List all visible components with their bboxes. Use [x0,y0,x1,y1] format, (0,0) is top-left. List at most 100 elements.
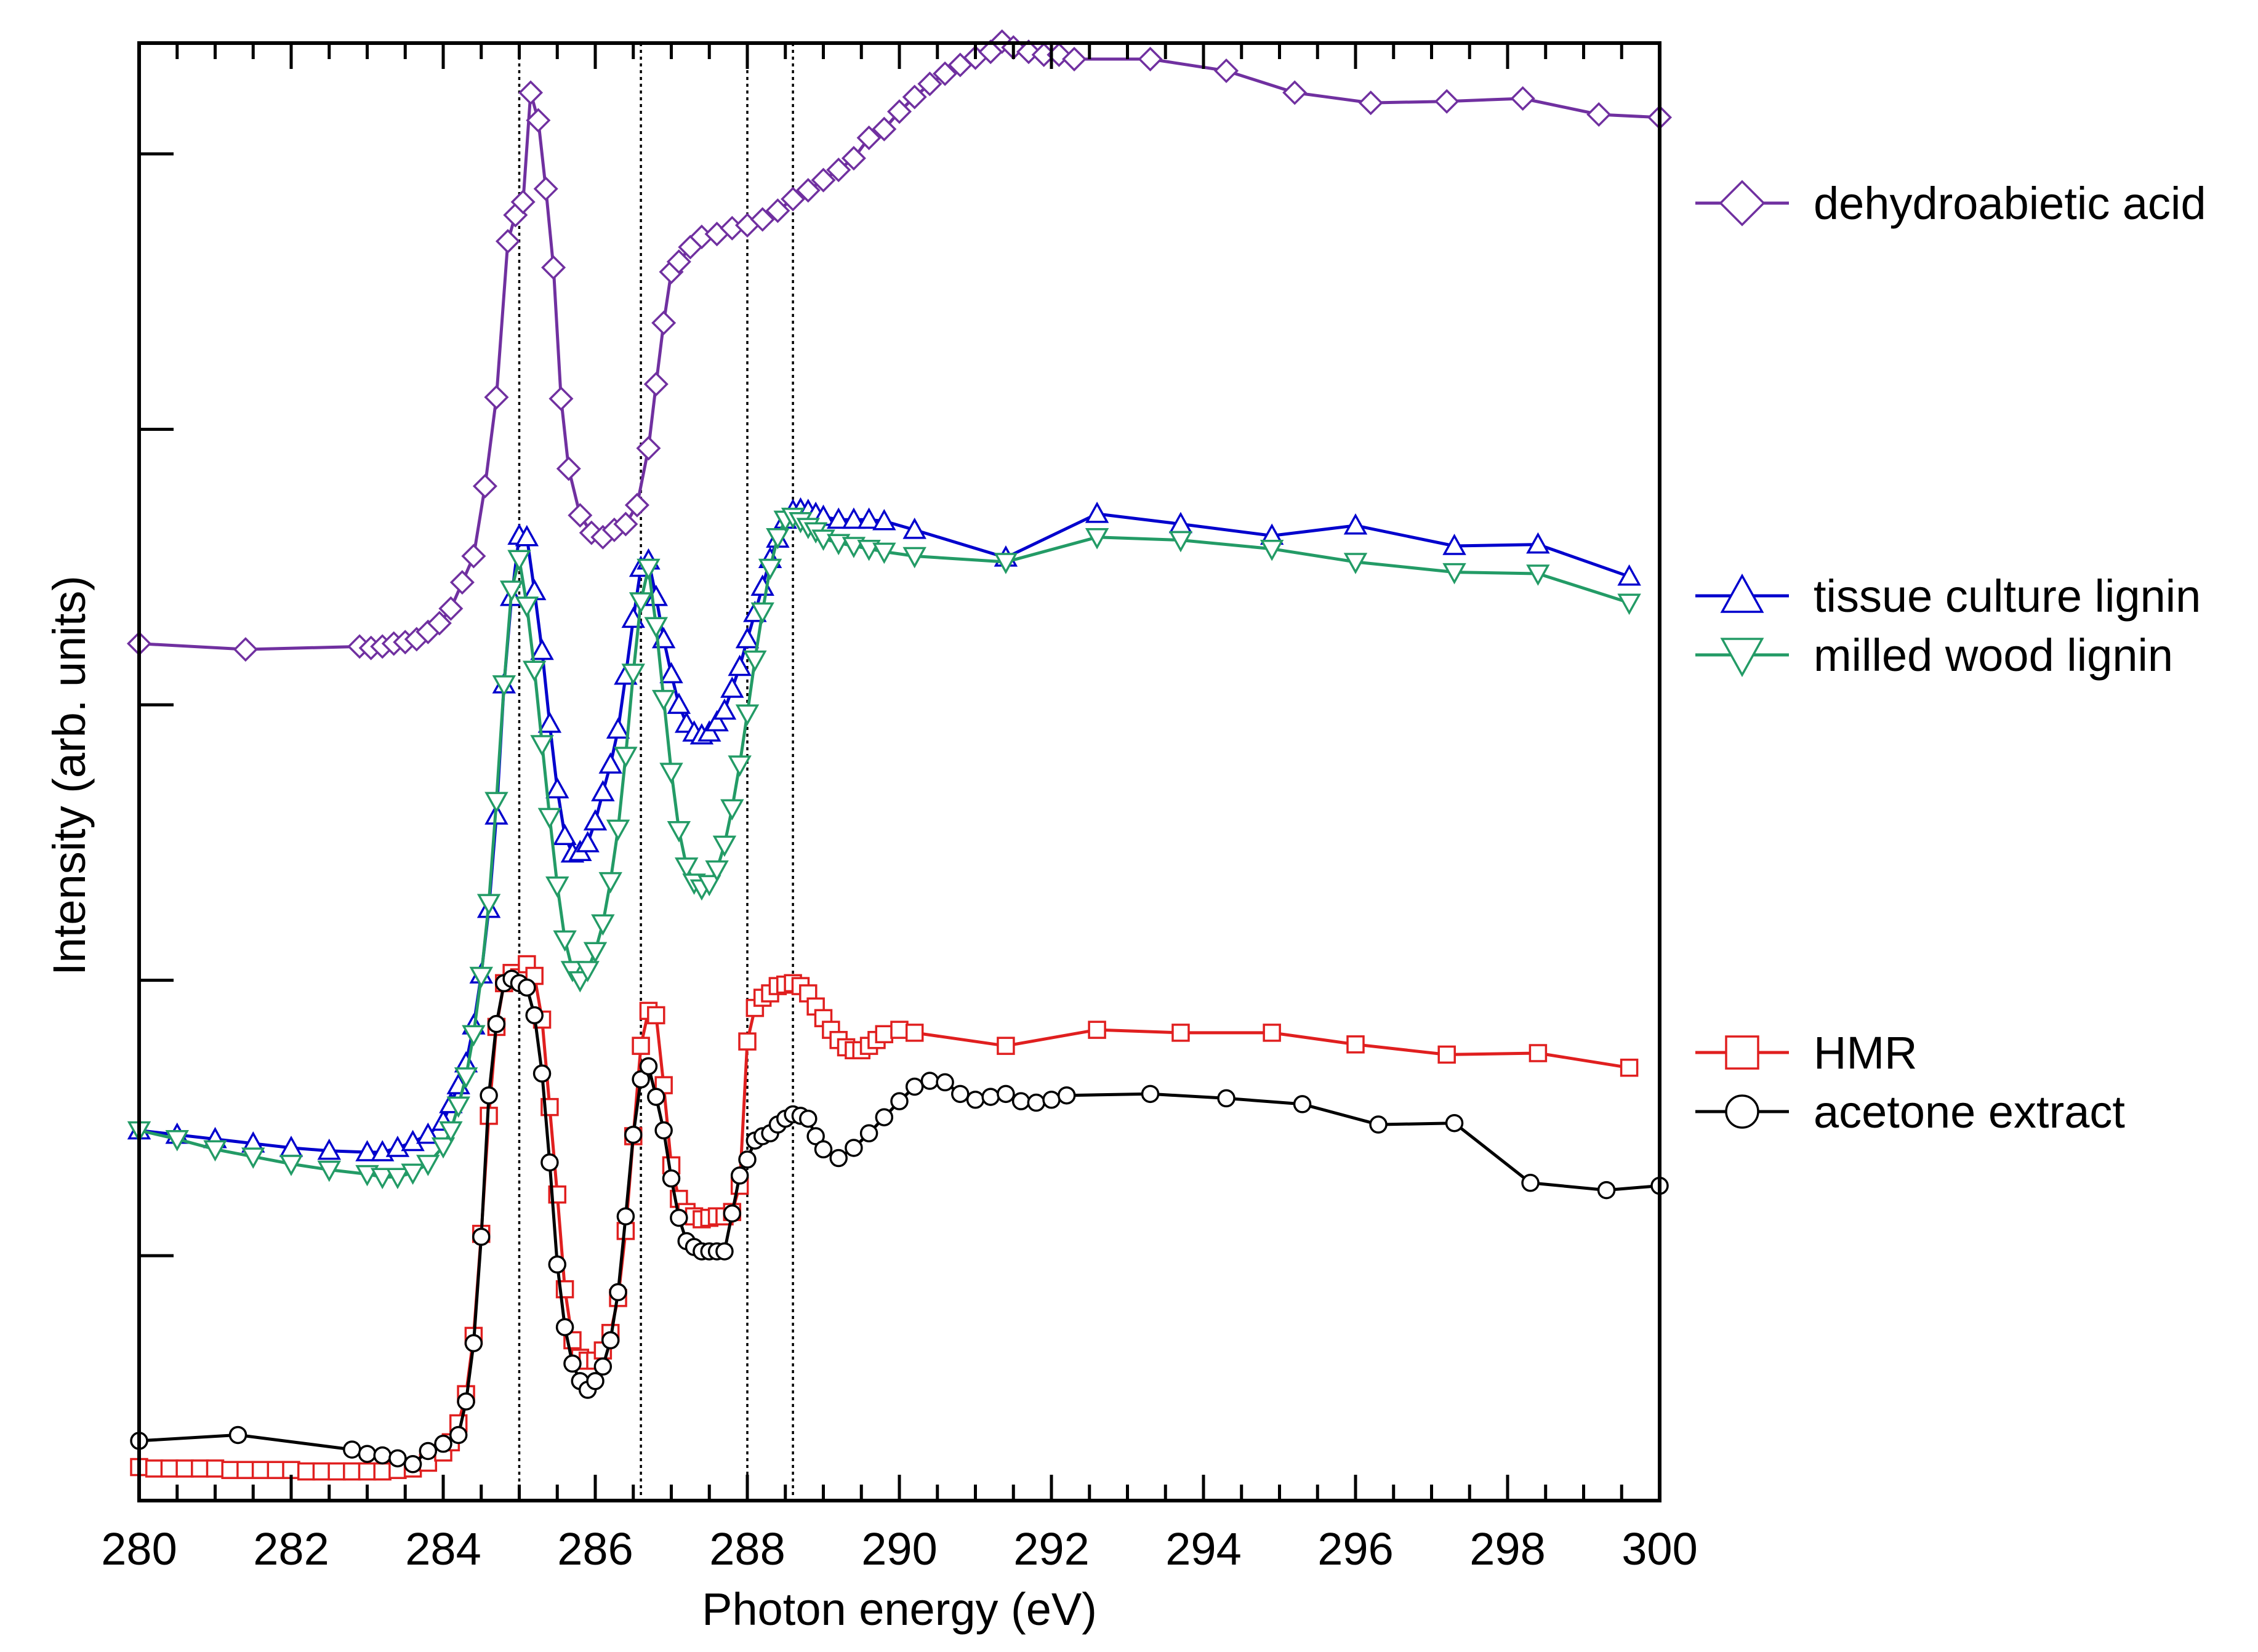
data-point [1620,1058,1639,1077]
data-point [697,720,721,742]
data-point [583,942,608,964]
data-point [518,80,544,105]
data-point [1027,1093,1046,1112]
data-point [1138,47,1163,72]
data-point [533,176,558,201]
data-point [385,1136,410,1157]
data-point [659,662,683,684]
data-point [811,167,836,193]
data-point [720,676,744,698]
data-point [484,792,508,814]
data-point [449,1425,468,1445]
data-point [545,876,569,898]
data-point [933,61,958,86]
data-point [632,1037,650,1055]
data-point [806,1127,825,1145]
data-point [1214,58,1239,84]
legend-item: tissue culture lignin [1695,571,2201,622]
data-point [1168,531,1193,553]
data-point [593,1357,613,1376]
data-point [667,820,691,843]
data-point [439,1121,463,1143]
data-point [507,550,531,572]
data-point [799,1109,818,1128]
data-point [1521,1174,1540,1192]
data-point [160,1459,179,1478]
x-tick-label: 290 [861,1523,937,1574]
x-tick-label: 280 [101,1523,177,1574]
legend-marker [1720,573,1764,613]
data-point [1260,539,1284,561]
data-point [902,518,926,539]
data-point [556,456,581,481]
data-point [327,1462,346,1481]
series-dehydroabietic-acid [126,29,1673,662]
data-point [472,1227,491,1246]
data-point [659,763,683,784]
data-point [637,558,661,580]
data-point [469,966,493,988]
data-point [553,930,577,952]
data-point [872,508,896,531]
data-point [457,1392,475,1411]
data-point [553,824,577,845]
data-point [728,755,752,777]
data-point [670,1208,688,1227]
data-point [431,1137,456,1159]
data-point [614,747,638,768]
data-point [636,436,661,461]
data-point [401,1163,425,1185]
data-point [629,592,653,614]
data-point [145,1459,164,1478]
data-point [317,1138,341,1160]
data-point [510,190,536,215]
data-point [555,1318,574,1336]
data-point [522,579,547,601]
data-point [951,1085,970,1104]
legend-item: milled wood lignin [1695,630,2173,681]
data-point [712,698,737,720]
data-point [583,809,608,831]
x-tick-label: 294 [1165,1523,1241,1574]
legend: dehydroabietic acid tissue culture lignin… [1695,178,2206,1137]
data-point [616,1207,635,1225]
data-point [526,108,551,133]
data-point [499,580,524,602]
data-point [875,1108,894,1126]
data-point [643,372,669,397]
data-point [484,385,509,410]
data-point [548,1255,566,1274]
data-point [826,507,851,529]
data-point [624,1125,643,1144]
data-point [662,1169,681,1188]
data-point [343,1440,361,1459]
data-point [1343,553,1368,574]
data-point [233,637,258,662]
series-line [139,508,1630,1154]
x-tick-label: 292 [1013,1523,1089,1574]
data-point [388,1449,407,1468]
data-point [221,1461,239,1480]
data-point [1586,102,1612,127]
data-point [297,1462,316,1481]
data-point [1085,528,1109,550]
data-point [532,1064,552,1083]
data-point [857,507,881,529]
data-point [738,1150,757,1169]
data-point [826,157,851,183]
x-tick-label: 300 [1621,1523,1697,1574]
data-point [1088,1020,1106,1039]
x-tick-label: 286 [557,1523,633,1574]
series-acetone-extract [130,969,1669,1474]
data-point [936,1073,954,1092]
data-point [416,1155,440,1176]
x-tick-labels: 280 282 284 286 288 290 292 294 296 298 300 [101,1523,1697,1574]
data-point [765,198,790,223]
data-point [228,1425,247,1445]
data-point [487,1014,506,1033]
legend-item: HMR [1695,1027,1918,1078]
data-point [997,1085,1015,1104]
data-point [872,116,897,142]
data-point [1085,502,1109,523]
